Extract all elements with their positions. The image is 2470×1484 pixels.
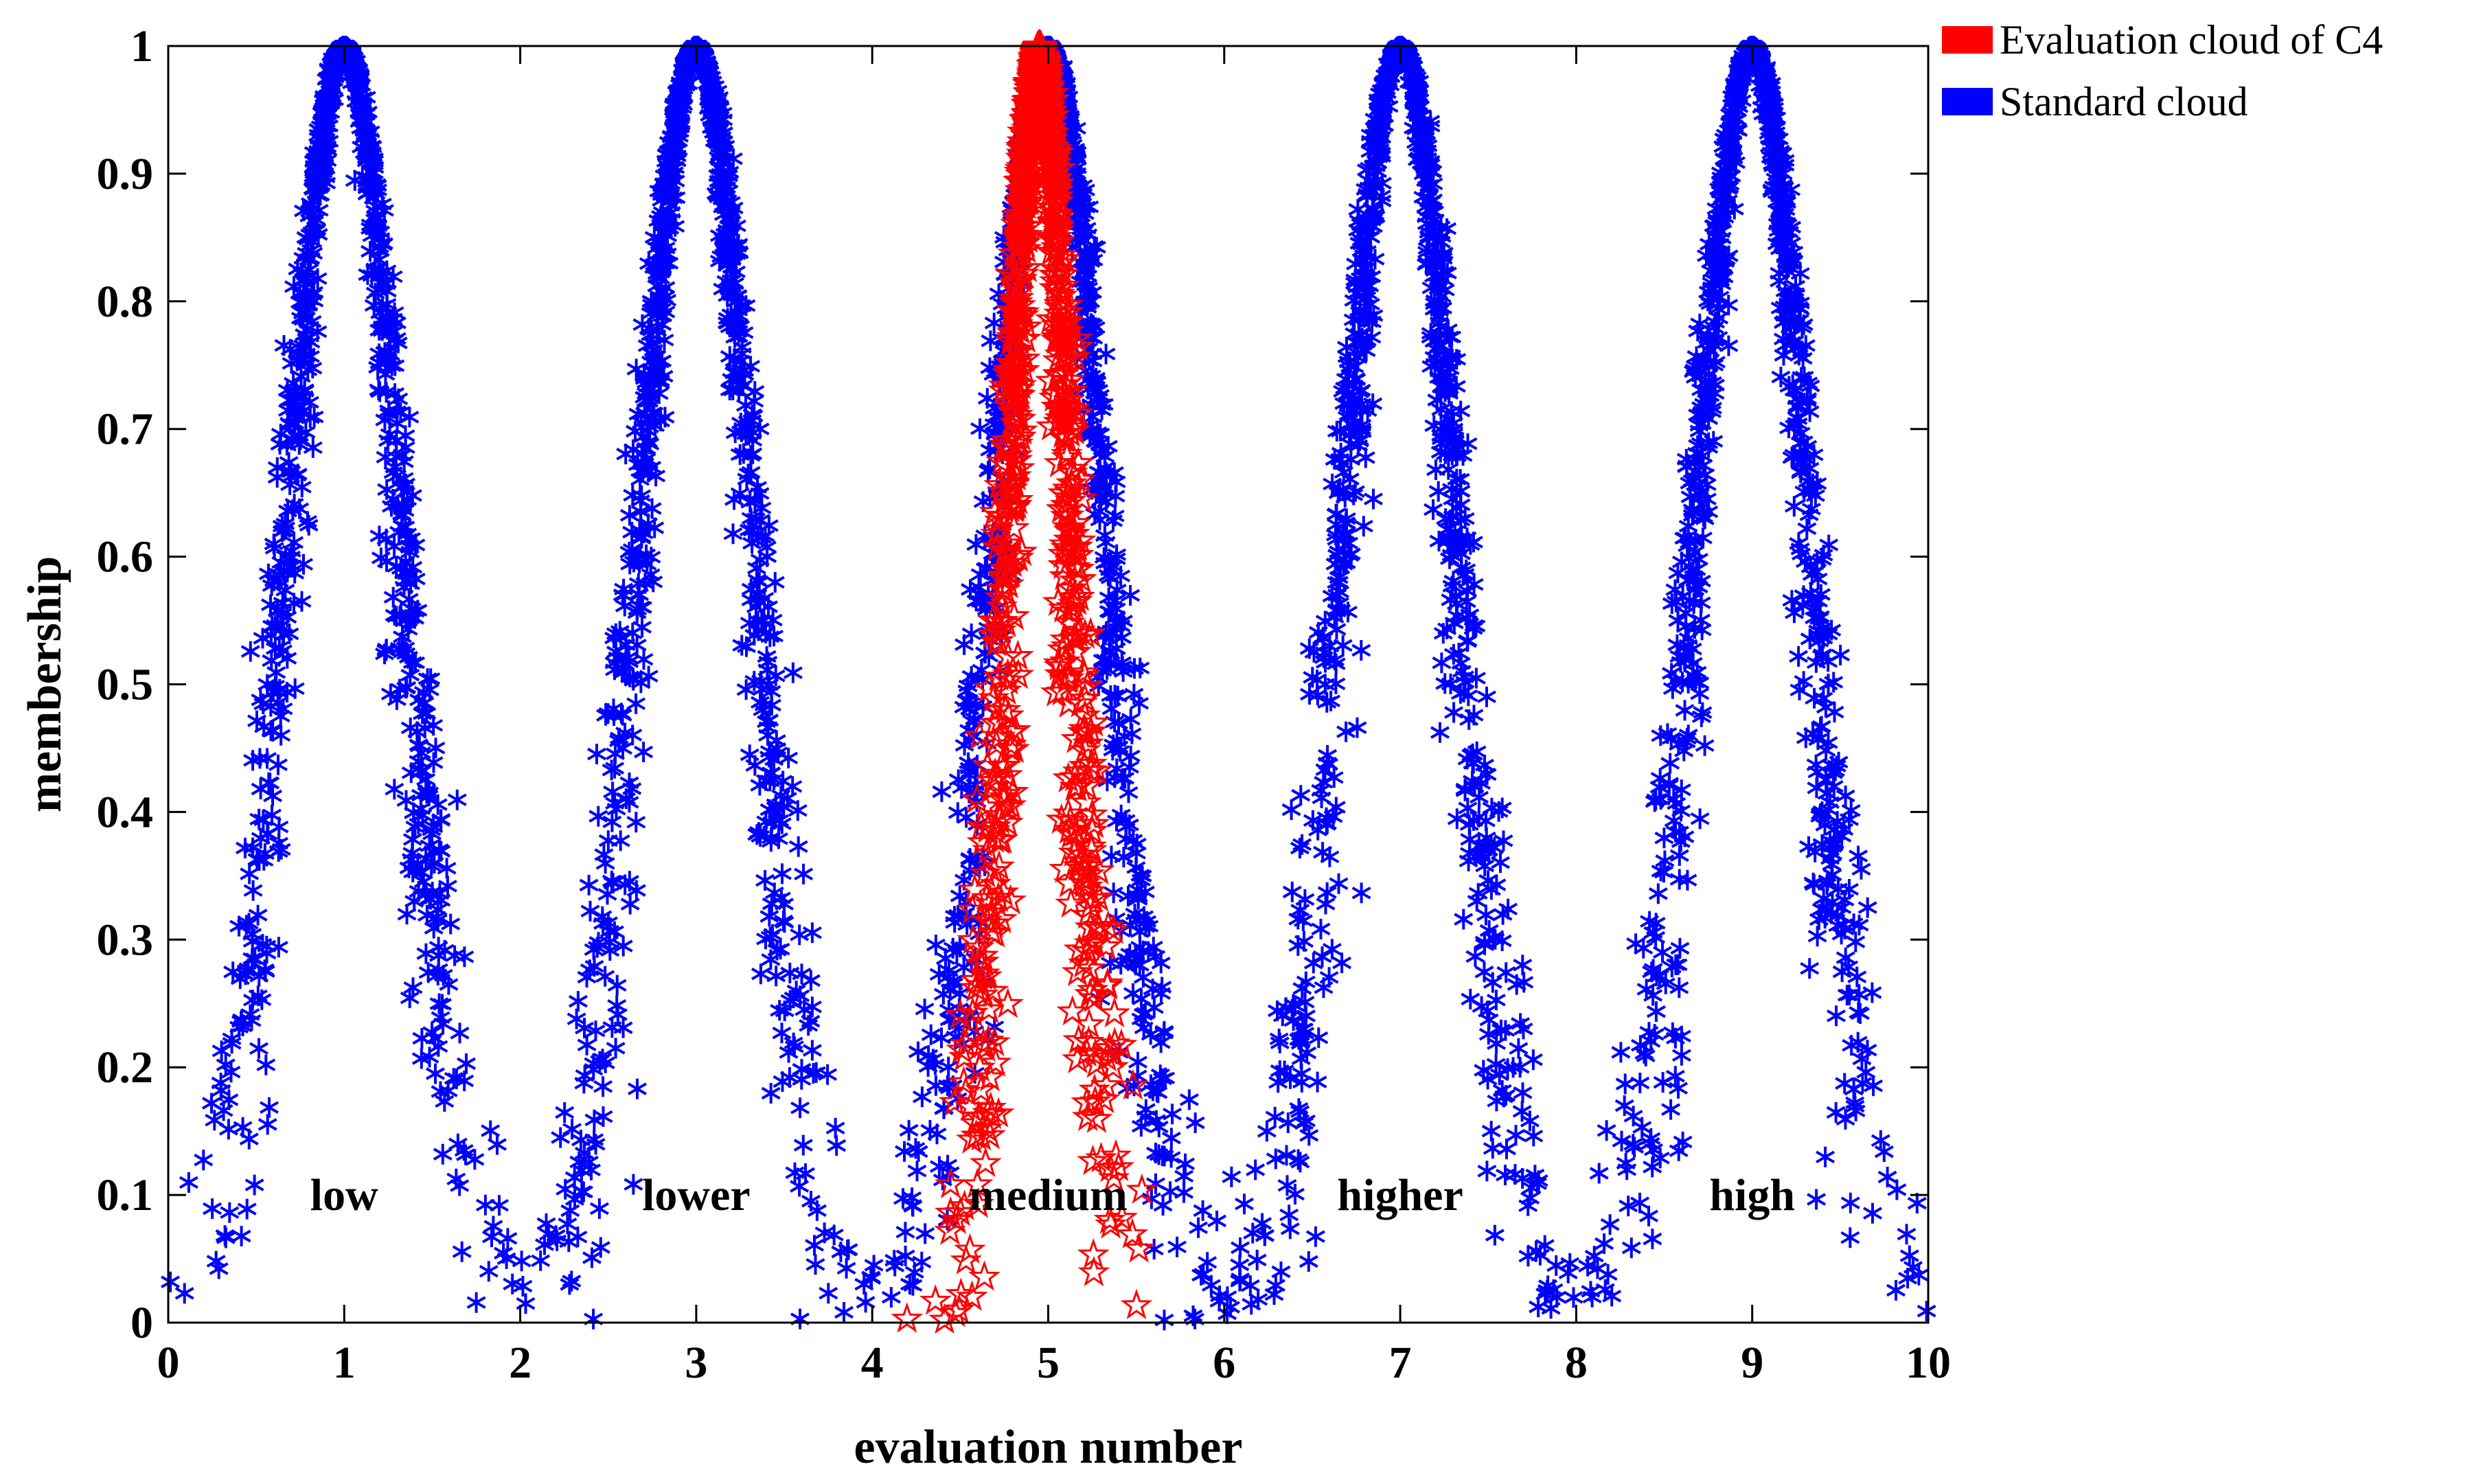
standard-cloud-point [263, 786, 283, 806]
standard-cloud-point [383, 462, 403, 483]
standard-cloud-point [269, 833, 288, 854]
standard-cloud-point [239, 1128, 259, 1150]
standard-cloud-point [243, 880, 263, 901]
standard-cloud-point [417, 703, 437, 724]
standard-cloud-point [279, 624, 299, 644]
standard-cloud-point [256, 1054, 276, 1075]
standard-cloud-point [240, 641, 260, 662]
standard-cloud-point [240, 863, 260, 884]
standard-cloud-point [426, 738, 446, 759]
standard-cloud-point [236, 837, 255, 858]
standard-cloud-point [437, 858, 457, 879]
standard-cloud-point [249, 808, 269, 830]
standard-cloud-point [271, 705, 290, 727]
standard-cloud-point [396, 425, 415, 446]
standard-cloud-point [488, 1134, 507, 1155]
standard-cloud-point [482, 1226, 501, 1248]
standard-cloud-point [450, 1175, 470, 1196]
standard-cloud-point [247, 710, 266, 731]
standard-cloud-point [498, 1228, 518, 1249]
standard-cloud-point [481, 1120, 501, 1141]
standard-cloud-point [426, 1063, 445, 1084]
standard-cloud-point [249, 1038, 268, 1059]
standard-cloud-point [231, 1226, 251, 1246]
standard-cloud-point [418, 668, 437, 689]
standard-cloud-point [433, 1013, 453, 1034]
standard-cloud-point [179, 1172, 198, 1193]
standard-cloud-point [444, 1068, 464, 1089]
standard-cloud-point [457, 1053, 476, 1074]
standard-cloud-point [479, 1261, 499, 1282]
standard-cloud-point [216, 1227, 236, 1248]
